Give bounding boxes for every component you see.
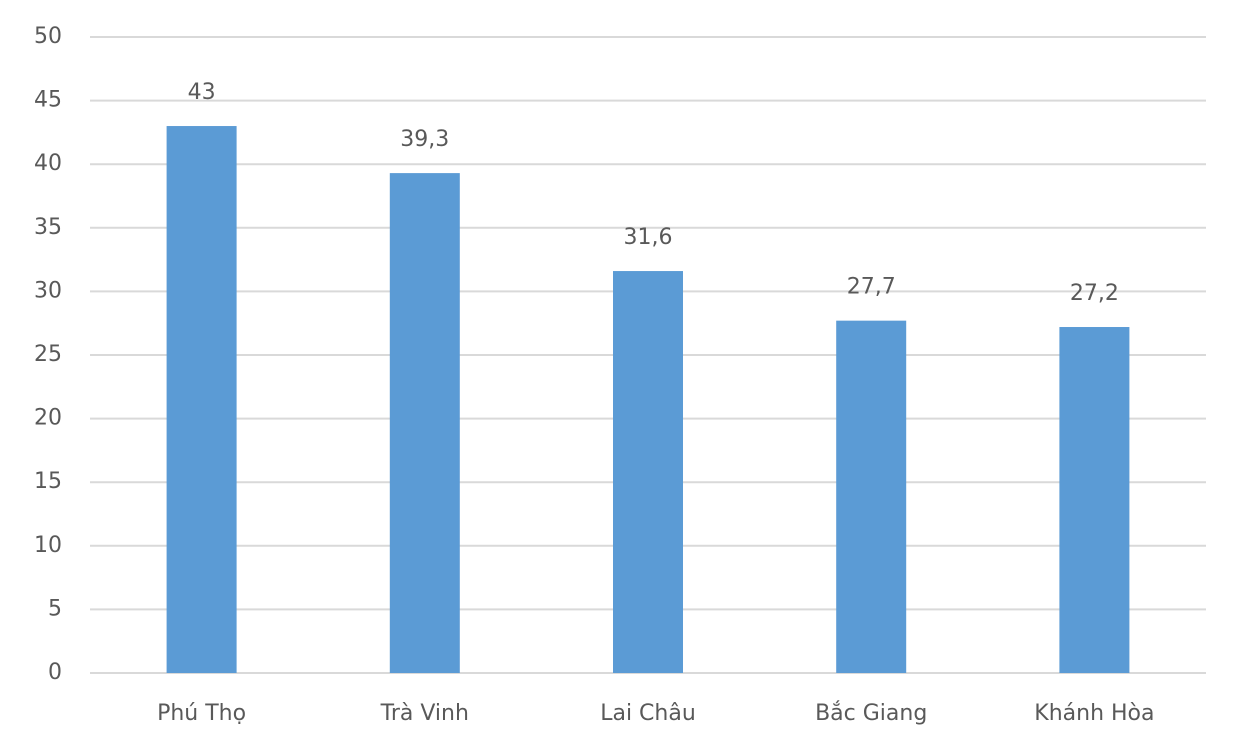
x-tick-label: Lai Châu [600, 701, 696, 726]
y-tick-label: 10 [34, 533, 62, 558]
y-tick-label: 35 [34, 215, 62, 240]
y-tick-label: 20 [34, 406, 62, 431]
y-tick-label: 40 [34, 151, 62, 176]
x-tick-label: Phú Thọ [157, 701, 246, 726]
y-tick-label: 30 [34, 278, 62, 303]
y-tick-label: 25 [34, 342, 62, 367]
value-label: 39,3 [400, 127, 449, 152]
value-label: 27,7 [847, 275, 896, 300]
bar [1059, 327, 1130, 673]
y-tick-label: 0 [48, 660, 62, 685]
x-tick-label: Bắc Giang [815, 701, 927, 726]
y-tick-label: 5 [48, 596, 62, 621]
y-tick-label: 45 [34, 88, 62, 113]
value-label: 31,6 [624, 225, 673, 250]
x-tick-label: Khánh Hòa [1034, 701, 1154, 726]
bar [836, 320, 907, 673]
y-tick-label: 50 [34, 24, 62, 49]
bar [613, 271, 683, 673]
bar [166, 126, 237, 674]
y-tick-label: 15 [34, 469, 62, 494]
value-label: 43 [188, 80, 216, 105]
value-label: 27,2 [1070, 281, 1119, 306]
x-tick-label: Trà Vinh [380, 701, 469, 726]
bar [389, 173, 460, 673]
